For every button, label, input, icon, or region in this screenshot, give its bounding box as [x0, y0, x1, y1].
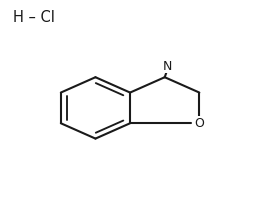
Text: O: O [195, 117, 204, 130]
Text: N: N [163, 60, 172, 73]
Text: H – Cl: H – Cl [13, 10, 55, 25]
